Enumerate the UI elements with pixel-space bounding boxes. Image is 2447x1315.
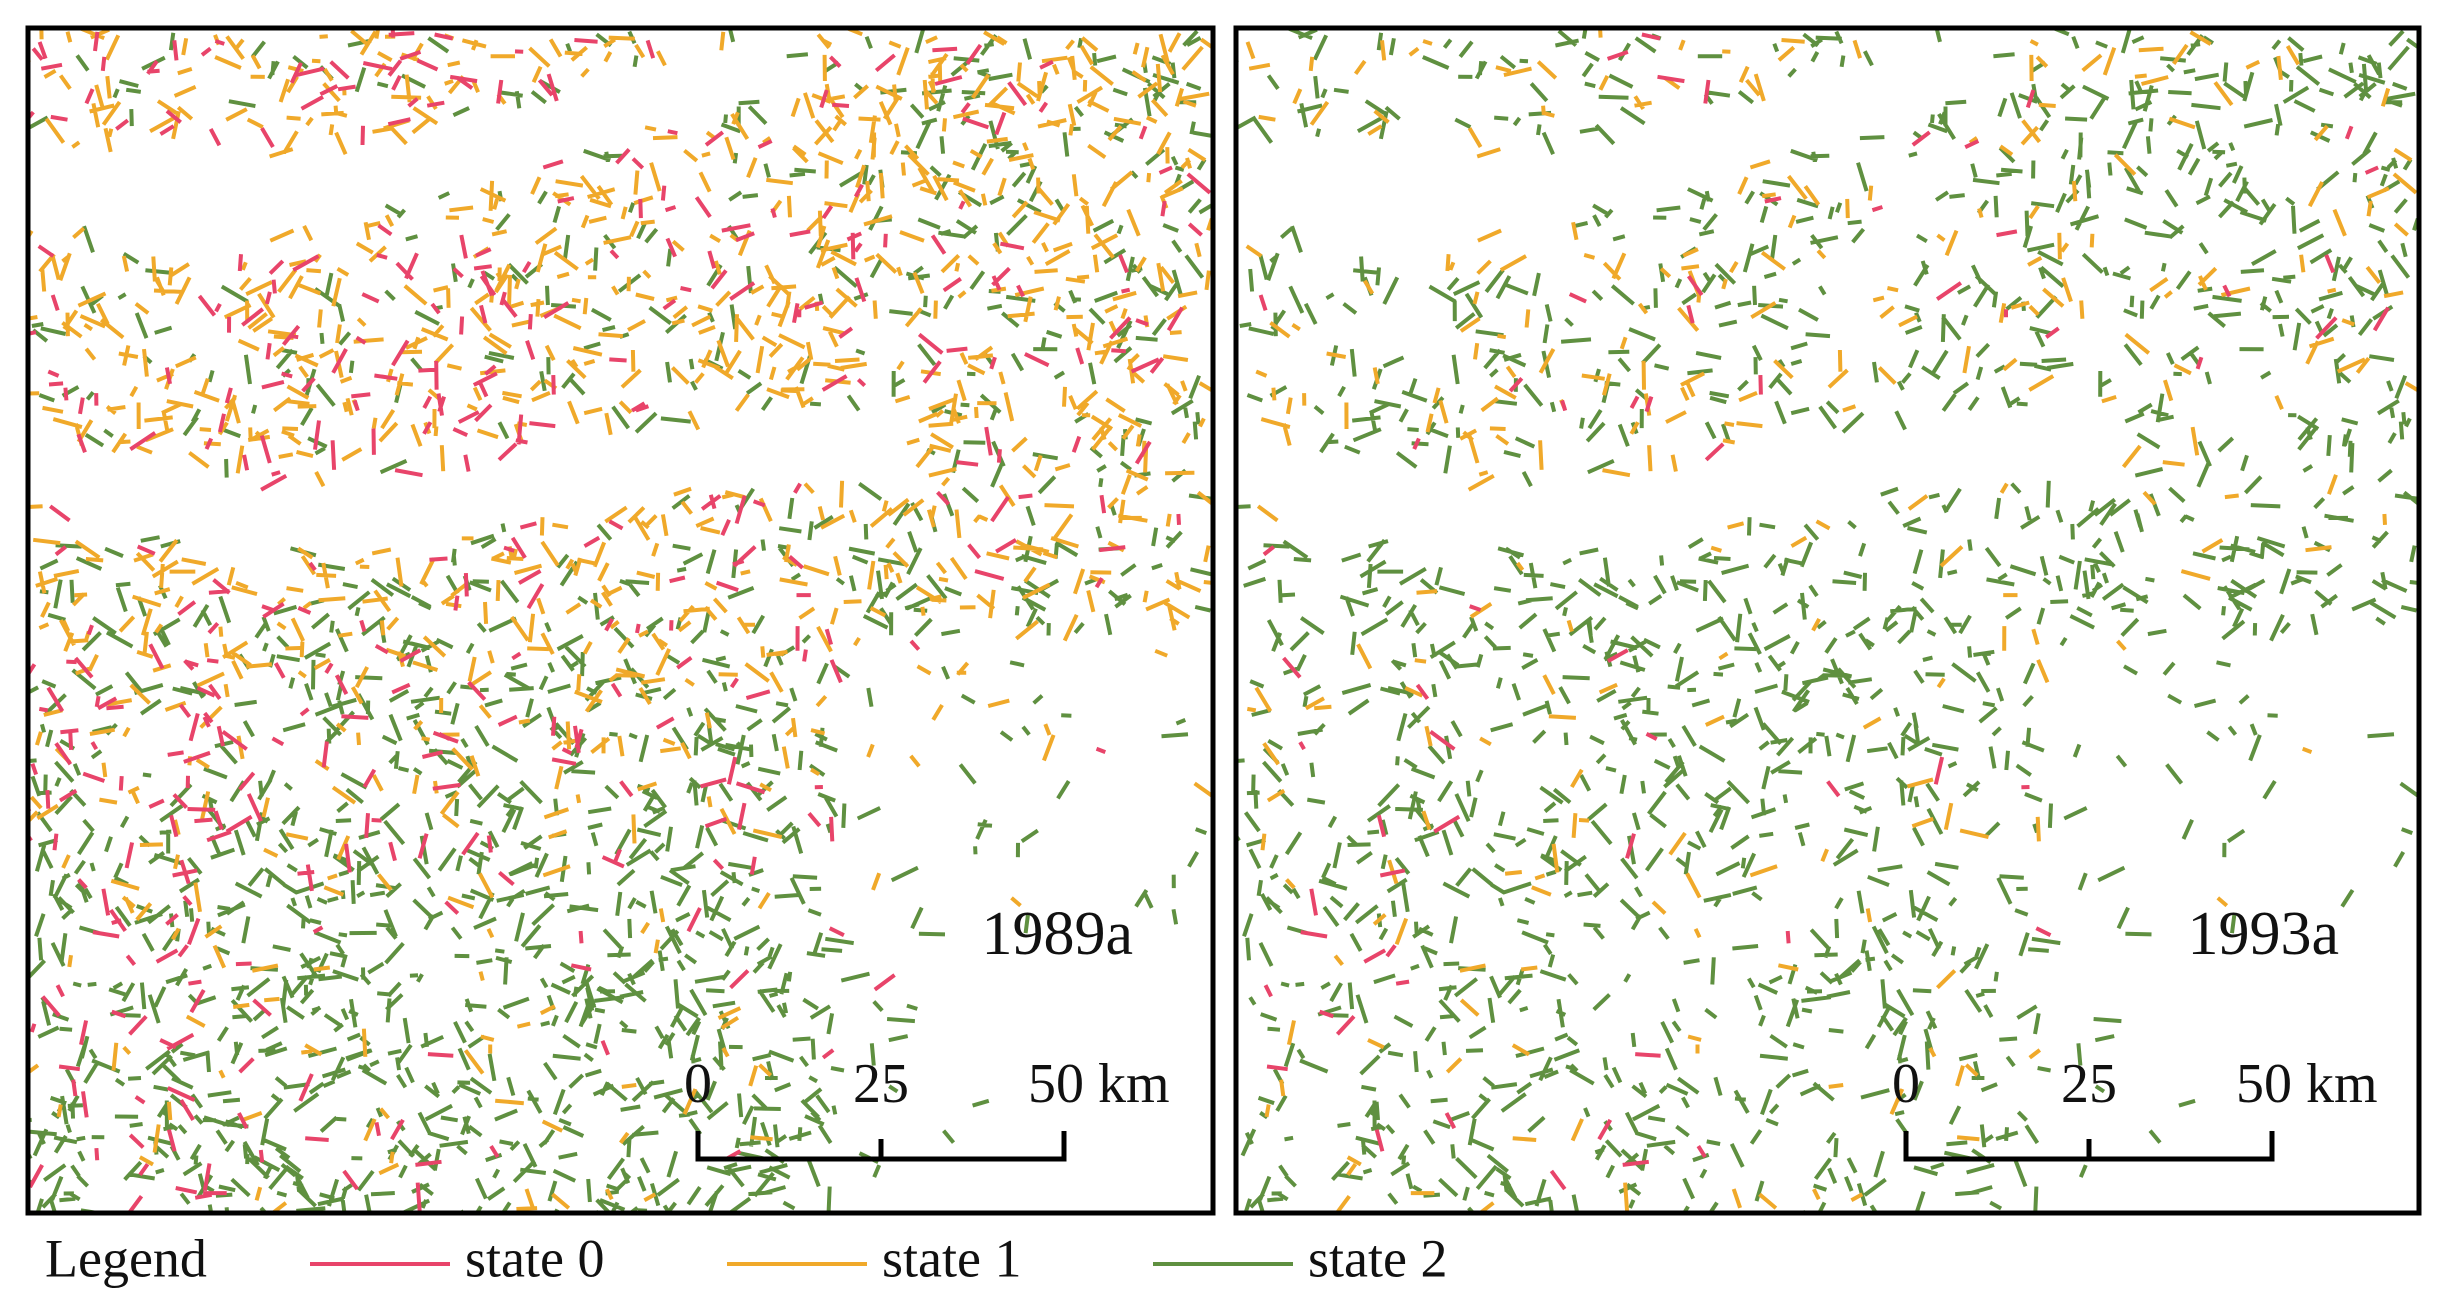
scale-bar — [695, 1131, 1067, 1162]
segments-state — [1245, 29, 2419, 1213]
scale-label: 25 — [2061, 1053, 2117, 1115]
panel-label: 1989a — [981, 900, 1133, 968]
panel-frame — [25, 25, 1216, 1216]
maps — [28, 28, 2419, 1213]
panel-frame — [1233, 25, 2422, 1216]
segments-state — [1258, 32, 2390, 1191]
scale-label: 50 km — [2236, 1053, 2378, 1115]
scale-bar — [1903, 1131, 2275, 1162]
segments-state — [28, 28, 1213, 1213]
map-panel — [1236, 28, 2419, 1213]
scale-label: 0 — [1892, 1053, 1920, 1115]
legend-title: Legend — [45, 1228, 207, 1288]
map-panel — [28, 28, 1213, 1213]
legend-label: state 1 — [882, 1228, 1021, 1288]
map-background — [1236, 28, 2419, 1213]
scale-label: 0 — [684, 1053, 712, 1115]
segments-state — [28, 29, 1212, 1213]
segments-state — [1236, 28, 2419, 1213]
legend-label: state 2 — [1308, 1228, 1447, 1288]
legend: Legend state 0 state 1 state 2 — [45, 1228, 1447, 1288]
legend-label: state 0 — [465, 1228, 604, 1288]
panel-label: 1993a — [2187, 900, 2339, 968]
scale-label: 25 — [853, 1053, 909, 1115]
scale-label: 50 km — [1028, 1053, 1170, 1115]
